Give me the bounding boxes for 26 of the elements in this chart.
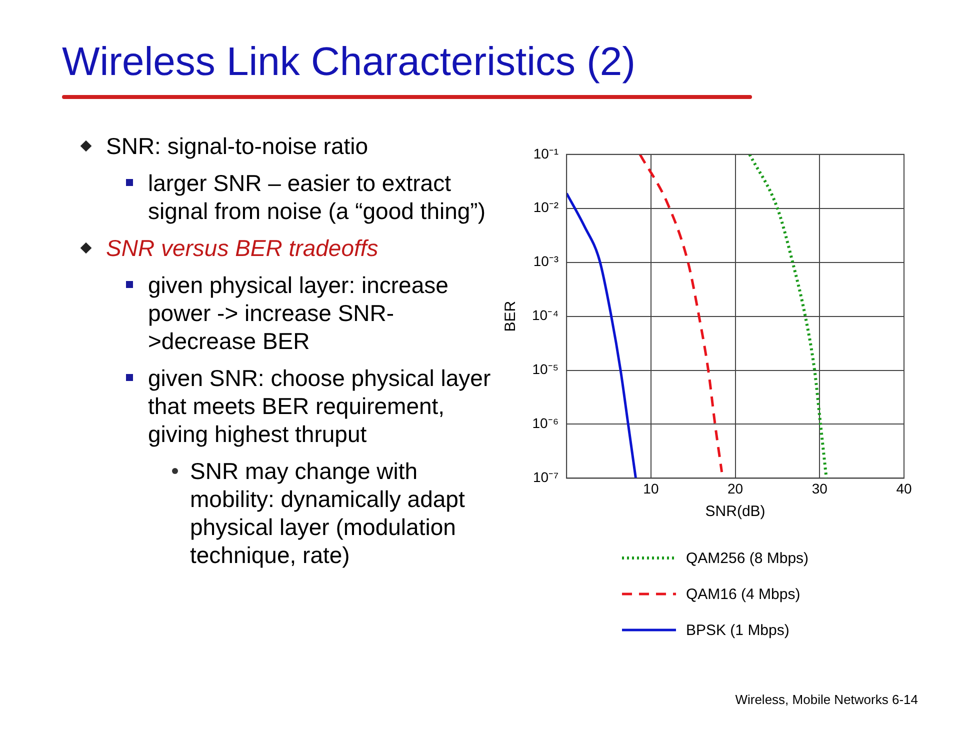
x-tick-label: 30 (812, 480, 828, 496)
chart-title: Wireless Link Characteristics (2) (62, 40, 636, 85)
legend-label: QAM16 (4 Mbps) (686, 586, 800, 602)
text: larger SNR – easier to extract signal from noise (a “good thing”) (80, 169, 495, 225)
x-axis-title: SNR(dB) (705, 503, 766, 520)
text: SNR versus BER tradeoffs (80, 234, 495, 262)
y-tick-label: 10⁻⁴ (532, 307, 559, 324)
y-tick-label: 10⁻⁶ (532, 415, 559, 432)
legend-label: QAM256 (8 Mbps) (686, 550, 809, 566)
line-series (638, 154, 724, 474)
text: Wireless, Mobile Networks 6-14 (735, 692, 918, 707)
y-tick-label: 10⁻¹ (533, 145, 559, 162)
y-tick-label: 10⁻² (533, 199, 559, 216)
text: given physical layer: increase power -> increase SNR->decrease BER (80, 271, 495, 355)
x-tick-label: 10 (643, 480, 659, 496)
x-tick-label: 40 (896, 480, 912, 496)
y-tick-label: 10⁻⁵ (532, 361, 559, 378)
y-tick-label: 10⁻³ (533, 253, 559, 270)
text: SNR may change with mobility: dynamically adapt physical layer (modulation technique, rate) (80, 457, 495, 569)
text: SNR: signal-to-noise ratio (80, 132, 495, 160)
x-tick-label: 20 (728, 480, 744, 496)
y-axis-title: BER (502, 300, 520, 332)
y-tick-label: 10⁻⁷ (532, 469, 559, 486)
text: given SNR: choose physical layer that meets BER requirement, giving highest thruput (80, 364, 495, 448)
legend-label: BPSK (1 Mbps) (686, 622, 790, 638)
line-series (566, 192, 638, 478)
